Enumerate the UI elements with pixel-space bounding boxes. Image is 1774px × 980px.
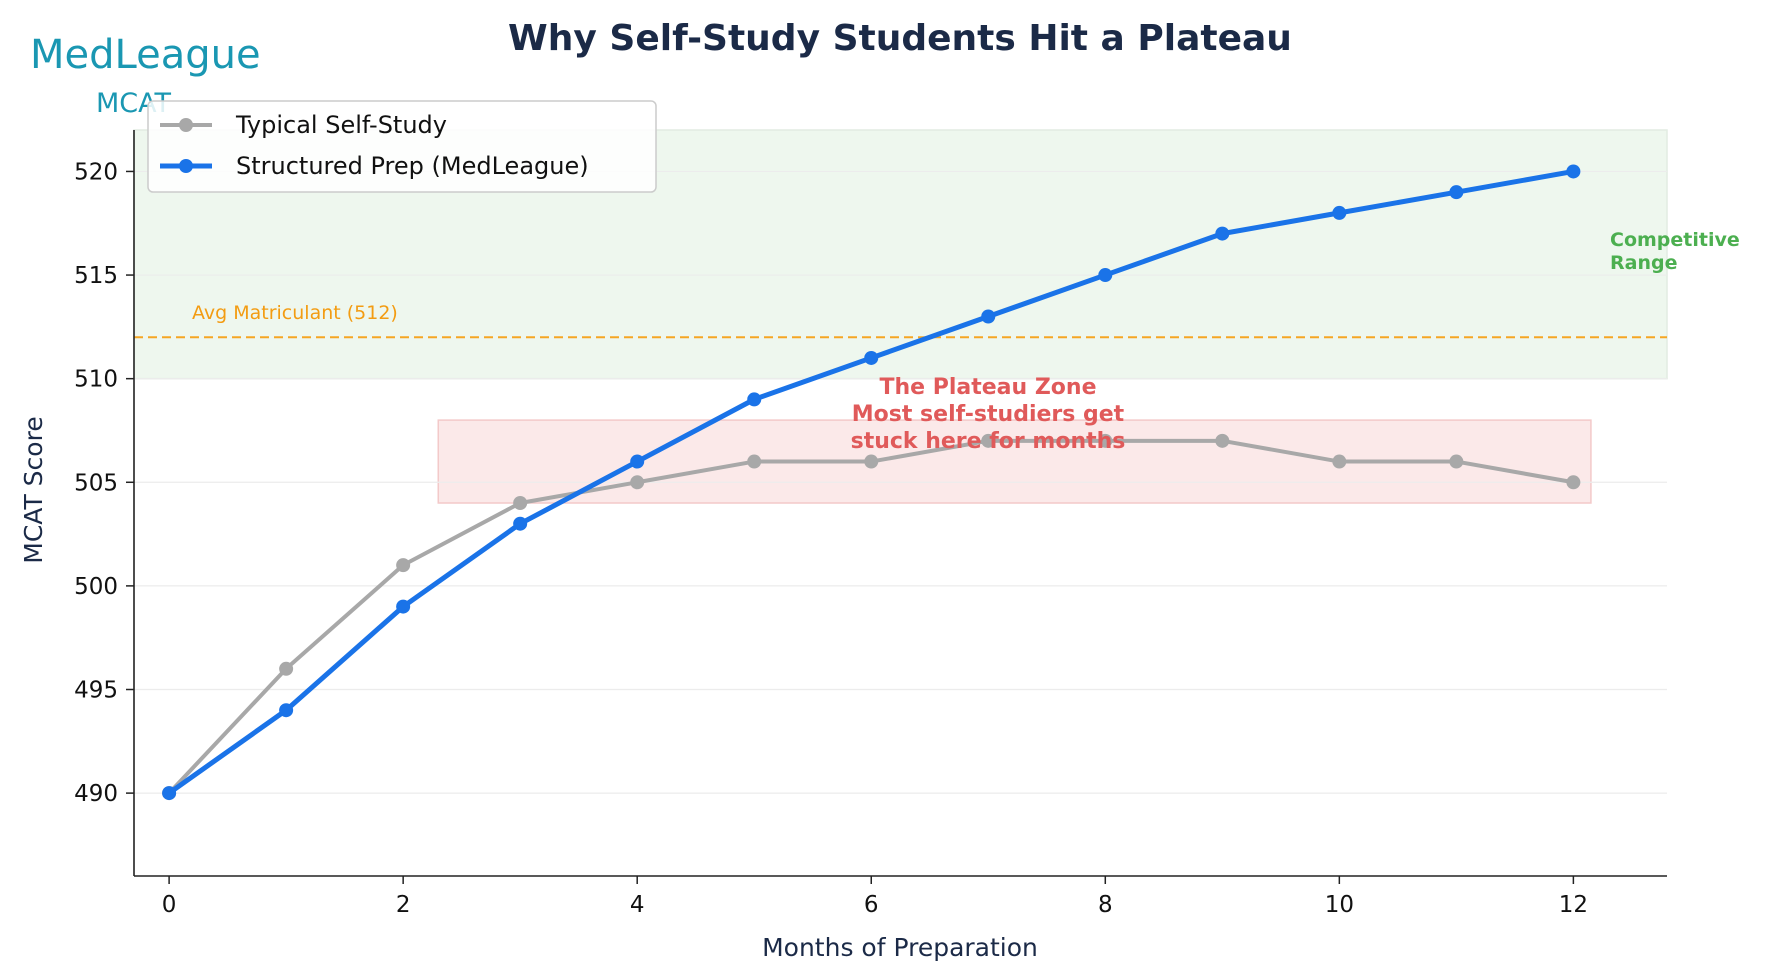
axes bbox=[133, 130, 1667, 877]
x-tick-label-12: 12 bbox=[1559, 892, 1588, 918]
series-0-point-6 bbox=[864, 454, 879, 469]
series-1-point-12 bbox=[1566, 164, 1581, 179]
series-1-point-11 bbox=[1449, 185, 1464, 200]
logo-brand: MedLeague bbox=[30, 32, 261, 78]
series-0-point-5 bbox=[747, 454, 762, 469]
ticks-layer: 0 2 4 6 8 10 12 490 495 500 505 510 515 520 bbox=[74, 159, 1588, 918]
legend-box bbox=[147, 100, 657, 193]
series-0-point-12 bbox=[1566, 475, 1581, 490]
series-1-point-4 bbox=[630, 454, 645, 469]
series-1-point-10 bbox=[1332, 205, 1347, 220]
avg-matriculant-label: Avg Matriculant (512) bbox=[192, 302, 398, 324]
x-tick-label-2: 2 bbox=[396, 892, 411, 918]
legend-label-self-study: Typical Self-Study bbox=[235, 111, 447, 139]
plateau-zone-label: The Plateau Zone Most self-studiers get st… bbox=[851, 375, 1126, 454]
legend-label-structured: Structured Prep (MedLeague) bbox=[236, 152, 589, 180]
series-0-point-2 bbox=[396, 558, 411, 573]
y-tick-label-500: 500 bbox=[74, 574, 118, 600]
y-tick-label-515: 515 bbox=[74, 263, 118, 289]
x-tick-label-0: 0 bbox=[162, 892, 177, 918]
series-1-point-6 bbox=[864, 350, 879, 365]
series-0-point-7 bbox=[981, 433, 996, 448]
series-0-point-10 bbox=[1332, 454, 1347, 469]
legend-marker-self-study bbox=[179, 118, 193, 132]
series-1-point-2 bbox=[396, 599, 411, 614]
x-tick-label-6: 6 bbox=[864, 892, 879, 918]
chart-title: Why Self-Study Students Hit a Plateau bbox=[508, 18, 1292, 59]
legend-marker-structured bbox=[179, 159, 193, 173]
y-tick-label-510: 510 bbox=[74, 367, 118, 393]
band-labels-layer: Competitive Range The Plateau Zone Most sel… bbox=[851, 229, 1740, 454]
reference-layer: Avg Matriculant (512) bbox=[134, 302, 1667, 339]
series-1-point-8 bbox=[1098, 268, 1113, 283]
series-1-point-5 bbox=[747, 392, 762, 407]
series-1-point-3 bbox=[513, 516, 528, 531]
y-tick-label-520: 520 bbox=[74, 159, 118, 185]
legend: Typical Self-Study Structured Prep (MedL… bbox=[147, 100, 657, 193]
x-tick-label-4: 4 bbox=[630, 892, 645, 918]
y-axis-label: MCAT Score bbox=[19, 416, 48, 563]
grid-layer bbox=[134, 170, 1667, 794]
series-layer bbox=[162, 164, 1581, 801]
series-0-point-8 bbox=[1098, 433, 1113, 448]
series-0-point-1 bbox=[279, 661, 294, 676]
series-0-point-3 bbox=[513, 496, 528, 510]
series-1-point-7 bbox=[981, 309, 996, 324]
x-tick-label-10: 10 bbox=[1325, 892, 1354, 918]
series-0-point-4 bbox=[630, 475, 645, 490]
series-1-point-1 bbox=[279, 703, 294, 718]
y-tick-label-490: 490 bbox=[74, 781, 118, 807]
series-0-point-11 bbox=[1449, 454, 1464, 469]
y-tick-label-495: 495 bbox=[74, 678, 118, 704]
y-tick-label-505: 505 bbox=[74, 470, 118, 496]
competitive-range-label: Competitive Range bbox=[1610, 229, 1740, 274]
x-tick-label-8: 8 bbox=[1098, 892, 1113, 918]
series-1-point-9 bbox=[1215, 226, 1230, 241]
x-axis-label: Months of Preparation bbox=[762, 933, 1038, 962]
series-1-point-0 bbox=[162, 786, 177, 801]
series-0-point-9 bbox=[1215, 433, 1230, 448]
